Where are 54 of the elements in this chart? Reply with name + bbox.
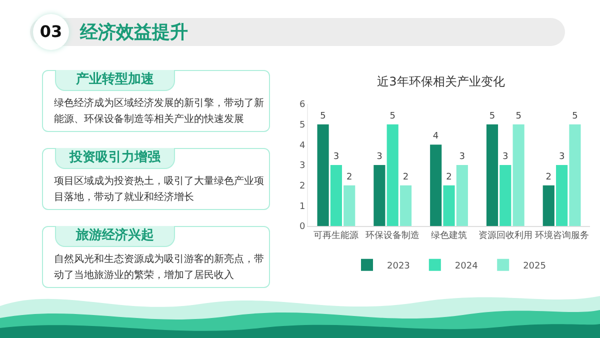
- bar: [317, 124, 329, 226]
- bar: [443, 185, 455, 226]
- x-tick-label: 资源回收利用: [478, 230, 532, 241]
- bar: [569, 124, 581, 226]
- legend-label: 2025: [523, 261, 546, 272]
- text: 产业转型加速: [55, 70, 175, 91]
- bar: [344, 185, 356, 226]
- data-label: 5: [516, 111, 522, 122]
- text: 旅游经济兴起: [55, 226, 175, 247]
- x-tick-label: 可再生能源: [314, 230, 359, 241]
- bar: [330, 165, 342, 226]
- x-tick-label: 绿色建筑: [431, 230, 467, 241]
- data-label: 5: [489, 111, 496, 122]
- legend-label: 2024: [454, 261, 478, 272]
- text: 投资吸引力增强: [55, 148, 175, 169]
- bar: [456, 165, 468, 226]
- y-tick-label: 5: [299, 120, 306, 130]
- data-label: 3: [376, 152, 382, 162]
- data-label: 5: [320, 111, 326, 122]
- data-label: 4: [432, 132, 439, 142]
- bar: [400, 185, 412, 226]
- y-tick-label: 0: [299, 222, 306, 232]
- data-label: 5: [390, 111, 396, 122]
- y-tick-label: 3: [299, 161, 306, 172]
- y-tick-label: 2: [299, 181, 306, 192]
- bar: [386, 124, 398, 226]
- data-label: 2: [446, 172, 452, 182]
- data-label: 2: [546, 172, 552, 182]
- text: 03: [33, 14, 69, 50]
- data-label: 3: [333, 152, 340, 162]
- chart-title: 近3年环保相关产业变化: [377, 74, 505, 88]
- text: 绿色经济成为区域经济发展的新引擎，带动了新能源、环保设备制造等相关产业的快速发展: [54, 96, 264, 127]
- bar: [500, 165, 512, 226]
- y-tick-label: 6: [299, 100, 306, 110]
- data-label: 3: [459, 152, 466, 162]
- data-label: 2: [346, 172, 352, 182]
- x-tick-label: 环保设备制造: [366, 230, 420, 241]
- x-tick-label: 环境咨询服务: [534, 230, 589, 241]
- y-tick-label: 1: [299, 202, 306, 212]
- data-label: 3: [502, 152, 508, 162]
- legend-label: 2023: [387, 261, 410, 272]
- bar: [556, 165, 568, 226]
- data-label: 5: [572, 111, 578, 122]
- text: 经济效益提升: [80, 21, 188, 45]
- bar: [512, 124, 524, 226]
- data-label: 2: [402, 172, 409, 182]
- bar: [542, 185, 554, 226]
- bar: [430, 144, 442, 226]
- text: 项目区域成为投资热土，吸引了大量绿色产业项目落地，带动了就业和经济增长: [54, 174, 264, 205]
- data-label: 3: [558, 152, 565, 162]
- bar: [486, 124, 498, 226]
- text: 自然风光和生态资源成为吸引游客的新亮点，带动了当地旅游业的繁荣，增加了居民收入: [54, 252, 264, 283]
- y-tick-label: 4: [299, 140, 306, 151]
- bar: [374, 165, 386, 226]
